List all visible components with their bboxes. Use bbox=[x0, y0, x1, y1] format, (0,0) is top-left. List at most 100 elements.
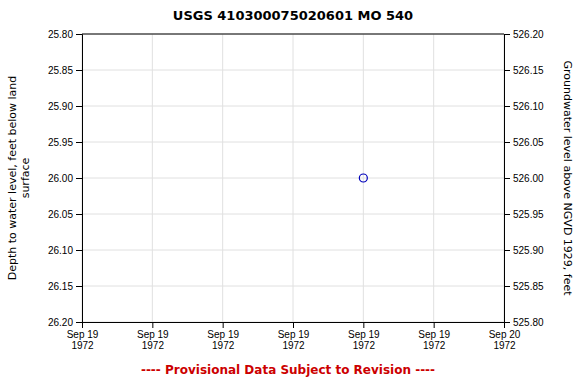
tick: Sep 191972 bbox=[418, 322, 450, 351]
text-line: 1972 bbox=[142, 340, 165, 351]
y-axis: 25.80 25.85 25.90 25.95 26.00 26.05 26.10 26.15… bbox=[48, 29, 83, 328]
text-line: Sep 19 bbox=[137, 329, 169, 340]
tick-mark bbox=[152, 322, 153, 328]
tick-mark bbox=[76, 214, 82, 215]
tick-mark bbox=[504, 286, 510, 287]
tick-label: 526.20 bbox=[513, 29, 544, 40]
tick-label: 526.00 bbox=[513, 173, 544, 184]
text-line: Groundwater level above NGVD 1929, feet bbox=[561, 60, 574, 296]
text-line: Depth to water level, feet below land bbox=[6, 76, 19, 281]
tick-mark bbox=[504, 322, 510, 323]
tick-label: 25.80 bbox=[48, 29, 73, 40]
tick-mark bbox=[504, 250, 510, 251]
tick-mark bbox=[76, 322, 82, 323]
tick-label: 525.85 bbox=[513, 281, 544, 292]
tick-label: Sep 201972 bbox=[489, 329, 521, 351]
tick-mark bbox=[76, 34, 82, 35]
grid bbox=[82, 34, 504, 322]
grid-line bbox=[293, 34, 294, 322]
frame-line bbox=[82, 34, 504, 35]
text-line: 1972 bbox=[71, 340, 94, 351]
tick-label: 525.90 bbox=[513, 245, 544, 256]
tick-label: 25.90 bbox=[48, 101, 73, 112]
tick-label: 526.15 bbox=[513, 65, 544, 76]
text-line: 1972 bbox=[353, 340, 376, 351]
text-line: surface bbox=[19, 157, 32, 198]
tick-mark bbox=[293, 322, 294, 328]
tick-label: Sep 191972 bbox=[137, 329, 169, 351]
text-line: Sep 19 bbox=[207, 329, 239, 340]
tick: 526.00 bbox=[504, 173, 544, 184]
tick: 526.15 bbox=[504, 65, 544, 76]
grid-line bbox=[222, 34, 223, 322]
tick-mark bbox=[76, 250, 82, 251]
text-line: Sep 19 bbox=[67, 329, 99, 340]
tick: 526.20 bbox=[504, 29, 544, 40]
grid-line bbox=[152, 34, 153, 322]
tick: Sep 191972 bbox=[278, 322, 310, 351]
tick-label: 525.80 bbox=[513, 317, 544, 328]
tick-label: 25.85 bbox=[48, 65, 73, 76]
tick: 525.90 bbox=[504, 245, 544, 256]
tick-mark bbox=[76, 178, 82, 179]
tick: 25.85 bbox=[48, 65, 82, 76]
tick: Sep 191972 bbox=[137, 322, 169, 351]
tick: 26.00 bbox=[48, 173, 82, 184]
y2-axis-label: Groundwater level above NGVD 1929, feet bbox=[561, 60, 574, 296]
axis-line bbox=[505, 35, 511, 323]
tick-label: Sep 191972 bbox=[418, 329, 450, 351]
tick-mark bbox=[434, 322, 435, 328]
text-line: 1972 bbox=[423, 340, 446, 351]
tick: 25.90 bbox=[48, 101, 82, 112]
chart: Sep 191972Sep 191972Sep 191972Sep 191972… bbox=[0, 0, 576, 384]
tick-label: 525.95 bbox=[513, 209, 544, 220]
text-line: 1972 bbox=[493, 340, 516, 351]
tick-label: Sep 191972 bbox=[278, 329, 310, 351]
tick: 525.95 bbox=[504, 209, 544, 220]
annotation: ---- Provisional Data Subject to Revisio… bbox=[141, 363, 435, 377]
tick-label: 26.05 bbox=[48, 209, 73, 220]
grid-line bbox=[82, 34, 504, 35]
tick-label: Sep 191972 bbox=[67, 329, 99, 351]
tick-mark bbox=[76, 142, 82, 143]
tick-mark bbox=[504, 106, 510, 107]
tick-label: Sep 191972 bbox=[207, 329, 239, 351]
title: USGS 410300075020601 MO 540 bbox=[173, 8, 413, 23]
tick: 26.05 bbox=[48, 209, 82, 220]
grid-line bbox=[433, 34, 434, 322]
y2-axis: 526.20 526.15 526.10 526.05 526.00 525.95 525.… bbox=[504, 29, 544, 328]
tick: 25.80 bbox=[48, 29, 82, 40]
tick-mark bbox=[76, 70, 82, 71]
text-line: Sep 19 bbox=[348, 329, 380, 340]
tick-mark bbox=[76, 106, 82, 107]
tick-mark bbox=[76, 286, 82, 287]
tick-label: 26.20 bbox=[48, 317, 73, 328]
tick-mark bbox=[504, 34, 510, 35]
tick-label: Sep 191972 bbox=[348, 329, 380, 351]
tick: 525.80 bbox=[504, 317, 544, 328]
point bbox=[359, 174, 367, 182]
tick-label: 526.10 bbox=[513, 101, 544, 112]
y-axis-label: Depth to water level, feet below landsur… bbox=[6, 76, 32, 281]
axis-line bbox=[83, 323, 505, 329]
tick-label: 26.00 bbox=[48, 173, 73, 184]
text-line: 1972 bbox=[212, 340, 235, 351]
plot: Sep 191972Sep 191972Sep 191972Sep 191972… bbox=[48, 29, 544, 351]
text-line: Sep 19 bbox=[418, 329, 450, 340]
marks bbox=[359, 174, 367, 182]
tick: 26.10 bbox=[48, 245, 82, 256]
tick: 25.95 bbox=[48, 137, 82, 148]
tick-mark bbox=[504, 70, 510, 71]
tick-label: 26.10 bbox=[48, 245, 73, 256]
tick: Sep 191972 bbox=[207, 322, 239, 351]
x-axis: Sep 191972Sep 191972Sep 191972Sep 191972… bbox=[67, 322, 521, 351]
grid-line bbox=[363, 34, 364, 322]
text-line: 1972 bbox=[282, 340, 305, 351]
text-line: Sep 19 bbox=[278, 329, 310, 340]
tick: 26.15 bbox=[48, 281, 82, 292]
tick: 26.20 bbox=[48, 317, 82, 328]
tick: Sep 191972 bbox=[348, 322, 380, 351]
tick-label: 526.05 bbox=[513, 137, 544, 148]
tick: 526.10 bbox=[504, 101, 544, 112]
tick-label: 25.95 bbox=[48, 137, 73, 148]
